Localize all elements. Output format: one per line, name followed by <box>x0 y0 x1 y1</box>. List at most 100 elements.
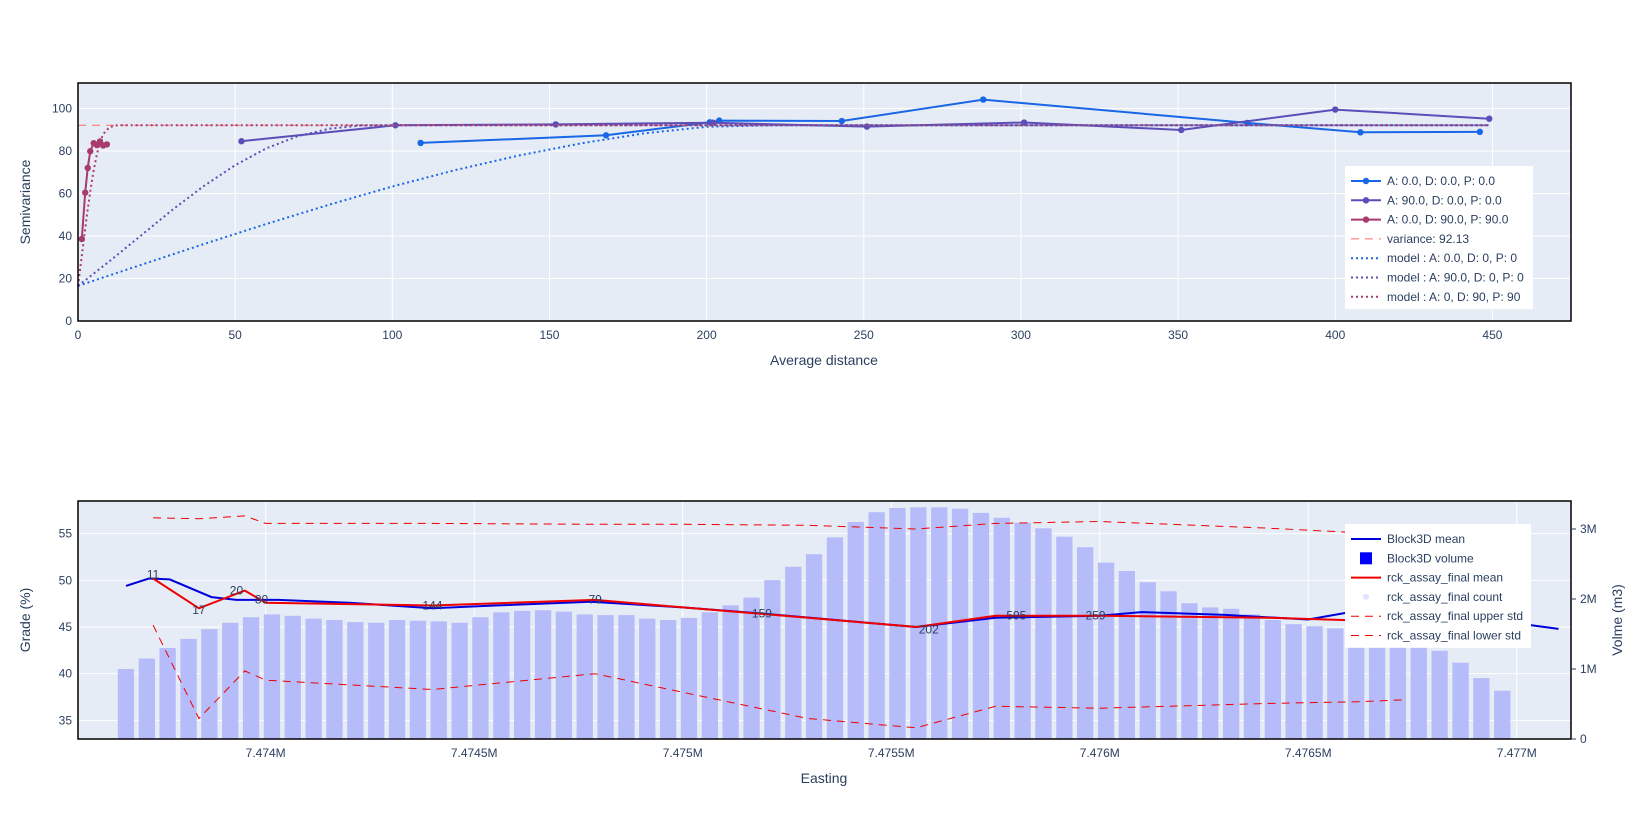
swath-legend-label: Block3D volume <box>1387 551 1474 565</box>
swath-x-ticks: 7.474M 7.4745M 7.475M 7.4755M 7.476M 7.4765M 7… <box>246 746 1537 760</box>
swath-y2-tick-label: 0 <box>1580 732 1587 746</box>
volume-bar <box>993 517 1010 739</box>
volume-bar <box>1264 620 1281 739</box>
variogram-x-ticks: 0 50 100 150 200 250 300 350 400 450 <box>75 328 1503 342</box>
swath-x-tick-label: 7.4745M <box>451 746 498 760</box>
volume-bar <box>1431 650 1448 739</box>
volume-bar <box>576 614 593 739</box>
count-annotation: 20 <box>230 583 244 597</box>
variogram-legend-label: A: 0.0, D: 90.0, P: 90.0 <box>1387 213 1509 227</box>
count-annotation: 79 <box>588 593 602 607</box>
volume-bar <box>1410 643 1427 739</box>
count-annotation: 11 <box>147 567 160 581</box>
volume-bar <box>639 618 656 739</box>
variogram-x-tick-label: 250 <box>854 328 874 342</box>
swath-x-axis-label: Easting <box>801 770 848 786</box>
swath-y-tick-label: 55 <box>59 527 73 541</box>
volume-bar <box>1014 522 1031 739</box>
variogram-y-tick-label: 0 <box>65 314 72 328</box>
volume-bar <box>305 618 322 739</box>
volume-bar <box>368 622 385 739</box>
volume-bars <box>117 507 1511 739</box>
volume-bar <box>472 617 489 739</box>
volume-bar <box>534 610 552 739</box>
variogram-y-tick-label: 60 <box>59 187 73 201</box>
volume-bar <box>222 622 239 739</box>
volume-bar <box>1202 607 1219 739</box>
variogram-point <box>1020 119 1028 126</box>
variogram-legend-marker <box>1362 197 1370 204</box>
volume-bar <box>180 638 197 739</box>
swath-series-line-5 <box>152 624 1405 729</box>
variogram-plot-area <box>78 83 1571 321</box>
swath-plot-border <box>77 500 1572 740</box>
variogram-y-tick-label: 80 <box>59 144 73 158</box>
variogram-x-tick-label: 400 <box>1325 328 1345 342</box>
swath-y-tick-label: 50 <box>59 573 73 587</box>
volume-bar <box>805 554 823 739</box>
volume-bar <box>1118 571 1135 739</box>
volume-bar <box>889 508 906 739</box>
volume-bar <box>493 612 510 739</box>
variogram-series-line-4 <box>77 124 1490 287</box>
variogram-legend-label: model : A: 0, D: 90, P: 90 <box>1387 290 1521 304</box>
volume-bar <box>326 620 343 739</box>
swath-y-tick-label: 40 <box>59 667 73 681</box>
volume-bar <box>1494 690 1511 739</box>
count-annotation: 159 <box>752 607 772 621</box>
swath-y2-tick-label: 3M <box>1580 522 1597 536</box>
swath-x-tick-label: 7.477M <box>1497 746 1537 760</box>
variogram-y-tick-label: 40 <box>59 229 73 243</box>
variogram-point <box>238 138 245 145</box>
volume-bar <box>347 622 364 739</box>
volume-bar <box>1368 632 1386 739</box>
variogram-series-line-5 <box>77 124 1490 287</box>
swath-legend-box <box>1345 524 1531 648</box>
variogram-point <box>103 141 111 148</box>
variogram-x-tick-label: 100 <box>382 328 402 342</box>
variogram-point <box>1476 128 1484 136</box>
volume-bar <box>618 615 635 739</box>
swath-x-tick-label: 7.476M <box>1080 746 1120 760</box>
volume-bar <box>1035 528 1052 739</box>
volume-bar <box>743 597 760 739</box>
variogram-point <box>1486 115 1493 122</box>
count-annotation: 144 <box>422 598 442 612</box>
variogram-series <box>77 96 1493 287</box>
volume-bar <box>1389 634 1407 739</box>
volume-bar <box>1056 536 1073 739</box>
volume-bar <box>1348 630 1365 739</box>
swath-y-ticks: 35 40 45 50 55 <box>59 527 73 728</box>
variogram-legend-label: A: 90.0, D: 0.0, P: 0.0 <box>1387 193 1502 207</box>
variogram-x-tick-label: 350 <box>1168 328 1188 342</box>
volume-bar <box>764 580 781 739</box>
swath-x-tick-label: 7.475M <box>663 746 703 760</box>
volume-bar <box>451 622 468 739</box>
variogram-point <box>1357 129 1364 136</box>
variogram-point <box>84 164 91 172</box>
swath-y2-axis-label: Volme (m3) <box>1609 584 1625 656</box>
variogram-point <box>838 117 845 125</box>
count-annotations: 11 17 20 80 144 79 159 202 595 259 <box>147 567 1106 636</box>
variogram-point <box>602 132 610 139</box>
count-annotation: 17 <box>192 603 206 617</box>
volume-bar <box>1139 582 1156 739</box>
volume-bar <box>951 508 969 739</box>
swath-y-axis-label: Grade (%) <box>17 588 33 653</box>
count-annotation: 259 <box>1086 609 1106 623</box>
count-annotation: 80 <box>255 593 269 607</box>
swath-legend: Block3D mean Block3D volume rck_assay_fina… <box>1345 524 1531 648</box>
volume-bar <box>514 610 531 739</box>
volume-bar <box>1452 662 1469 739</box>
volume-bar <box>430 621 447 739</box>
count-annotation: 202 <box>919 623 939 637</box>
volume-bar <box>284 615 301 739</box>
variogram-legend-label: A: 0.0, D: 0.0, P: 0.0 <box>1387 174 1495 188</box>
swath-legend-swatch <box>1360 552 1372 565</box>
swath-y2-ticks: 0 1M 2M 3M <box>1571 522 1597 746</box>
volume-bar <box>242 617 260 739</box>
variogram-y-tick-label: 20 <box>59 272 73 286</box>
